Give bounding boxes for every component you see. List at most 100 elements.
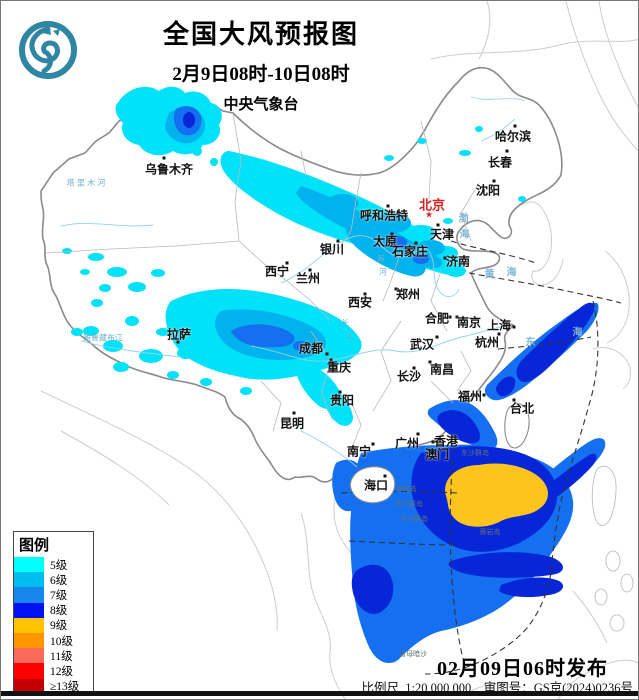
city-dot [338, 390, 342, 394]
city-label: 济南 [445, 254, 471, 269]
city-label: 沈阳 [475, 183, 501, 198]
city-dot [383, 474, 387, 478]
city-dot [371, 442, 375, 446]
city-dot [329, 358, 333, 362]
city-label: 海口 [363, 478, 389, 493]
city-label: 台北 [509, 401, 535, 416]
city-label: 石家庄 [391, 244, 429, 259]
legend: 图例 5级 6级 7级 8级 9级 10级 11级 12级 ≥13级 [13, 531, 94, 694]
river-name-label: 长 [341, 318, 349, 328]
island-name-label: 黄岩岛 [479, 529, 501, 536]
sea-name-label: 渤 [458, 213, 470, 225]
legend-swatch [14, 602, 44, 618]
city-label: 昆明 [279, 416, 305, 431]
city-dot [308, 268, 312, 272]
island-name-label: 海南岛 [395, 486, 417, 493]
bottom-frame-bar [1, 691, 638, 696]
city-dot [427, 448, 431, 452]
city-label: 长沙 [396, 369, 422, 384]
taiwan-island [504, 403, 530, 449]
legend-row: 8级 [14, 602, 93, 618]
city-dot [448, 315, 452, 319]
legend-swatch [14, 678, 44, 694]
legend-label: ≥13级 [50, 681, 80, 694]
neighbor-outlines [40, 1, 638, 699]
legend-swatch [14, 587, 44, 603]
city-dot [292, 411, 296, 415]
city-dot [386, 204, 390, 208]
city-label: 南昌 [429, 362, 455, 377]
legend-label: 6级 [50, 574, 68, 587]
city-label: 合肥 [424, 311, 450, 326]
city-label: 广州 [394, 436, 420, 451]
beijing-star-icon: ★ [424, 209, 434, 220]
city-dot [482, 393, 486, 397]
legend-row: 7级 [14, 587, 93, 603]
river-name-label: 塔 里 木 河 [66, 178, 106, 188]
city-label: 南宁 [346, 444, 372, 459]
city-dot [162, 156, 166, 160]
city-label: 长春 [487, 155, 513, 170]
legend-row: ≥13级 [14, 678, 93, 694]
city-label: 哈尔滨 [494, 129, 532, 144]
city-label: 银川 [319, 242, 345, 257]
legend-label: 7级 [50, 589, 68, 602]
sea-name-label: 海 [506, 267, 518, 279]
city-label: 西宁 [264, 264, 290, 279]
rivers [60, 96, 526, 468]
legend-row: 9级 [14, 617, 93, 633]
legend-label: 10级 [50, 635, 73, 648]
city-dot [455, 315, 459, 319]
wind-area-level9 [445, 463, 548, 527]
city-label: 西安 [347, 295, 373, 310]
city-label: 武汉 [409, 337, 435, 352]
city-dot [512, 325, 516, 329]
city-dot [285, 261, 289, 265]
river-name-label: 江 [345, 331, 353, 341]
city-label: 上海 [486, 318, 512, 333]
legend-label: 11级 [50, 650, 73, 663]
sea-name-label: 海 [572, 327, 584, 339]
city-dot [336, 239, 340, 243]
city-label: 福州 [457, 389, 483, 404]
legend-swatch [14, 632, 44, 649]
city-label: 兰州 [295, 271, 321, 286]
sea-name-label: 海 [459, 229, 471, 241]
river-name-label: 河 [379, 267, 387, 277]
sea-name-label: 东 [525, 337, 537, 349]
city-dot [176, 340, 180, 344]
city-label: 呼和浩特 [359, 208, 409, 223]
river-name-label: 黄 [377, 254, 385, 264]
island-name-label: 西沙群岛 [395, 501, 423, 508]
city-label: 天津 [429, 227, 455, 242]
city-dot [416, 432, 420, 436]
city-label: 贵阳 [329, 393, 355, 408]
city-label: 拉萨 [166, 327, 192, 342]
city-dot [325, 352, 329, 356]
page-title: 全国大风预报图 [162, 19, 359, 49]
city-label: 成都 [298, 341, 324, 356]
legend-rows: 5级 6级 7级 8级 9级 10级 11级 12级 ≥13级 [14, 557, 93, 694]
legend-swatch [14, 557, 44, 573]
city-label: 乌鲁木齐 [144, 162, 194, 177]
beijing-label: 北京 [418, 197, 446, 213]
city-dot [435, 335, 439, 339]
legend-row: 5级 [14, 557, 93, 573]
city-label: 太原 [372, 234, 398, 249]
city-dot [414, 241, 418, 245]
city-label: 重庆 [326, 360, 352, 375]
legend-title: 图例 [19, 538, 50, 554]
city-dot [513, 124, 517, 128]
legend-swatch [14, 572, 44, 588]
legend-row: 12级 [14, 663, 93, 679]
city-dot [390, 232, 394, 236]
legend-swatch [14, 648, 44, 664]
city-dot [505, 149, 509, 153]
city-label: 南京 [456, 315, 482, 330]
legend-swatch [14, 663, 44, 679]
city-dot [428, 360, 432, 364]
forecast-period: 2月9日08时-10日08时 [172, 64, 350, 85]
island-name-label: 曾母暗沙 [399, 651, 427, 658]
